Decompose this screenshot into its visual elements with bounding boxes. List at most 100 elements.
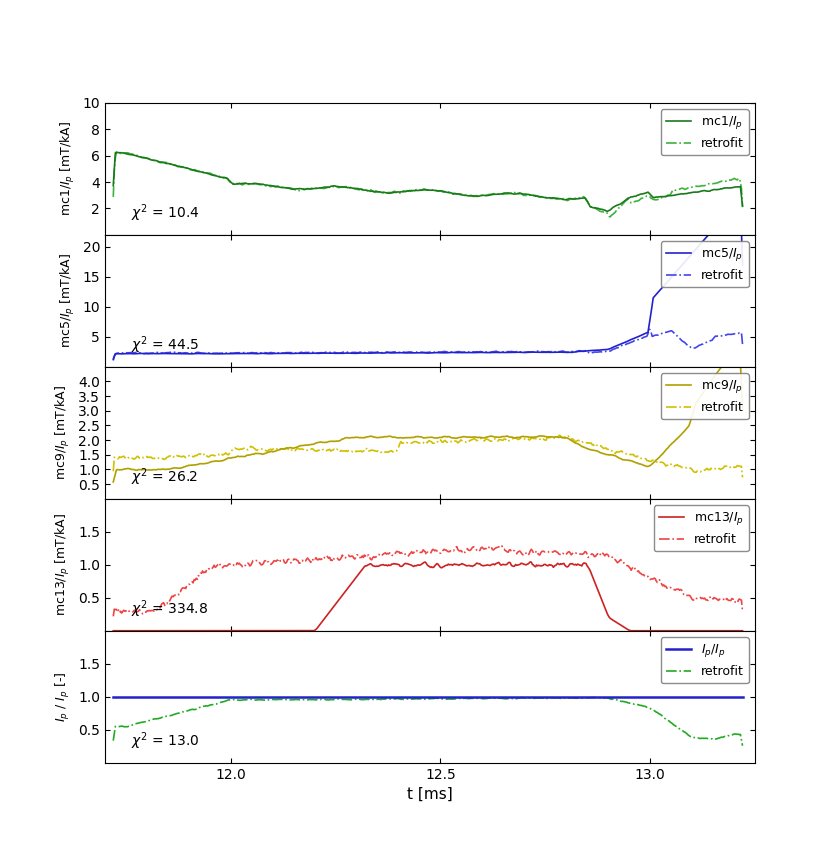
mc13/$I_p$ bbox=[737, 626, 748, 636]
retrofit bbox=[220, 347, 230, 357]
retrofit bbox=[393, 444, 403, 454]
retrofit bbox=[271, 182, 281, 192]
Text: $\chi^2$ = 13.0: $\chi^2$ = 13.0 bbox=[131, 730, 200, 752]
$I_p$/$I_p$ bbox=[737, 692, 748, 702]
mc9/$I_p$ bbox=[734, 336, 744, 346]
retrofit bbox=[108, 356, 118, 366]
Line: retrofit: retrofit bbox=[113, 329, 743, 361]
$I_p$/$I_p$ bbox=[270, 692, 280, 702]
Line: mc5/$I_p$: mc5/$I_p$ bbox=[113, 199, 743, 359]
retrofit bbox=[479, 347, 489, 357]
mc9/$I_p$ bbox=[479, 433, 489, 443]
retrofit bbox=[737, 202, 748, 213]
retrofit bbox=[529, 347, 539, 357]
retrofit bbox=[112, 147, 122, 157]
retrofit bbox=[589, 692, 599, 703]
Text: $\chi^2$ = 334.8: $\chi^2$ = 334.8 bbox=[131, 598, 208, 620]
mc13/$I_p$ bbox=[479, 560, 489, 571]
retrofit bbox=[737, 339, 748, 349]
mc13/$I_p$ bbox=[270, 626, 280, 636]
mc13/$I_p$ bbox=[220, 626, 230, 636]
mc1/$I_p$ bbox=[583, 198, 593, 208]
retrofit bbox=[220, 449, 230, 459]
mc9/$I_p$ bbox=[220, 455, 230, 465]
mc5/$I_p$ bbox=[582, 345, 592, 356]
$I_p$/$I_p$ bbox=[108, 692, 118, 702]
Y-axis label: mc1/$I_p$ [mT/kA]: mc1/$I_p$ [mT/kA] bbox=[59, 121, 77, 217]
retrofit bbox=[479, 436, 489, 446]
mc9/$I_p$ bbox=[270, 446, 280, 457]
mc5/$I_p$ bbox=[529, 347, 539, 357]
retrofit bbox=[582, 346, 592, 357]
mc9/$I_p$ bbox=[737, 403, 748, 413]
mc13/$I_p$ bbox=[108, 626, 118, 636]
retrofit bbox=[529, 190, 539, 201]
retrofit bbox=[270, 443, 280, 453]
retrofit bbox=[221, 173, 231, 183]
retrofit bbox=[737, 472, 748, 482]
retrofit bbox=[220, 560, 230, 571]
retrofit bbox=[108, 735, 118, 746]
Text: $\chi^2$ = 44.5: $\chi^2$ = 44.5 bbox=[131, 334, 199, 357]
Line: retrofit: retrofit bbox=[113, 698, 743, 746]
retrofit bbox=[737, 606, 748, 616]
retrofit bbox=[480, 190, 490, 201]
Line: mc13/$I_p$: mc13/$I_p$ bbox=[113, 562, 743, 631]
$I_p$/$I_p$ bbox=[479, 692, 489, 702]
mc1/$I_p$ bbox=[271, 181, 281, 191]
mc5/$I_p$ bbox=[737, 260, 748, 270]
retrofit bbox=[583, 552, 593, 562]
mc5/$I_p$ bbox=[393, 348, 403, 358]
mc5/$I_p$ bbox=[108, 354, 118, 364]
Legend: mc13/$I_p$, retrofit: mc13/$I_p$, retrofit bbox=[654, 505, 749, 551]
Legend: mc1/$I_p$, retrofit: mc1/$I_p$, retrofit bbox=[661, 109, 749, 155]
retrofit bbox=[529, 693, 539, 704]
retrofit bbox=[529, 434, 539, 444]
mc1/$I_p$ bbox=[480, 190, 490, 201]
retrofit bbox=[605, 212, 615, 222]
mc1/$I_p$ bbox=[529, 190, 539, 201]
retrofit bbox=[644, 324, 654, 334]
Line: retrofit: retrofit bbox=[113, 546, 743, 616]
mc13/$I_p$ bbox=[583, 562, 593, 572]
retrofit bbox=[108, 192, 118, 202]
mc9/$I_p$ bbox=[529, 432, 539, 442]
mc13/$I_p$ bbox=[529, 561, 539, 572]
retrofit bbox=[583, 438, 593, 448]
retrofit bbox=[393, 347, 403, 357]
$I_p$/$I_p$ bbox=[529, 692, 539, 702]
mc1/$I_p$ bbox=[737, 201, 748, 211]
mc1/$I_p$ bbox=[602, 207, 612, 217]
retrofit bbox=[270, 556, 280, 566]
Line: mc9/$I_p$: mc9/$I_p$ bbox=[113, 341, 743, 482]
retrofit bbox=[108, 466, 118, 476]
mc5/$I_p$ bbox=[735, 194, 745, 204]
mc9/$I_p$ bbox=[582, 443, 592, 453]
mc9/$I_p$ bbox=[108, 476, 118, 487]
retrofit bbox=[529, 548, 539, 559]
Y-axis label: $I_p$ / $I_p$ [-]: $I_p$ / $I_p$ [-] bbox=[55, 672, 72, 722]
Y-axis label: mc9/$I_p$ [mT/kA]: mc9/$I_p$ [mT/kA] bbox=[55, 385, 72, 481]
retrofit bbox=[479, 693, 489, 704]
Line: mc1/$I_p$: mc1/$I_p$ bbox=[113, 153, 743, 212]
retrofit bbox=[582, 692, 592, 703]
retrofit bbox=[108, 611, 118, 621]
retrofit bbox=[270, 348, 280, 358]
$I_p$/$I_p$ bbox=[393, 692, 403, 702]
$I_p$/$I_p$ bbox=[582, 692, 592, 702]
mc5/$I_p$ bbox=[270, 348, 280, 358]
Legend: mc5/$I_p$, retrofit: mc5/$I_p$, retrofit bbox=[661, 241, 749, 287]
retrofit bbox=[393, 693, 403, 704]
Text: $\chi^2$ = 26.2: $\chi^2$ = 26.2 bbox=[131, 466, 198, 488]
mc1/$I_p$ bbox=[221, 172, 231, 183]
mc1/$I_p$ bbox=[394, 187, 404, 197]
mc9/$I_p$ bbox=[393, 433, 403, 443]
mc1/$I_p$ bbox=[113, 147, 123, 158]
Legend: mc9/$I_p$, retrofit: mc9/$I_p$, retrofit bbox=[661, 373, 749, 419]
mc5/$I_p$ bbox=[220, 349, 230, 359]
retrofit bbox=[270, 694, 280, 704]
mc5/$I_p$ bbox=[479, 347, 489, 357]
Legend: $I_p$/$I_p$, retrofit: $I_p$/$I_p$, retrofit bbox=[661, 637, 749, 683]
retrofit bbox=[583, 197, 593, 207]
retrofit bbox=[394, 188, 404, 198]
